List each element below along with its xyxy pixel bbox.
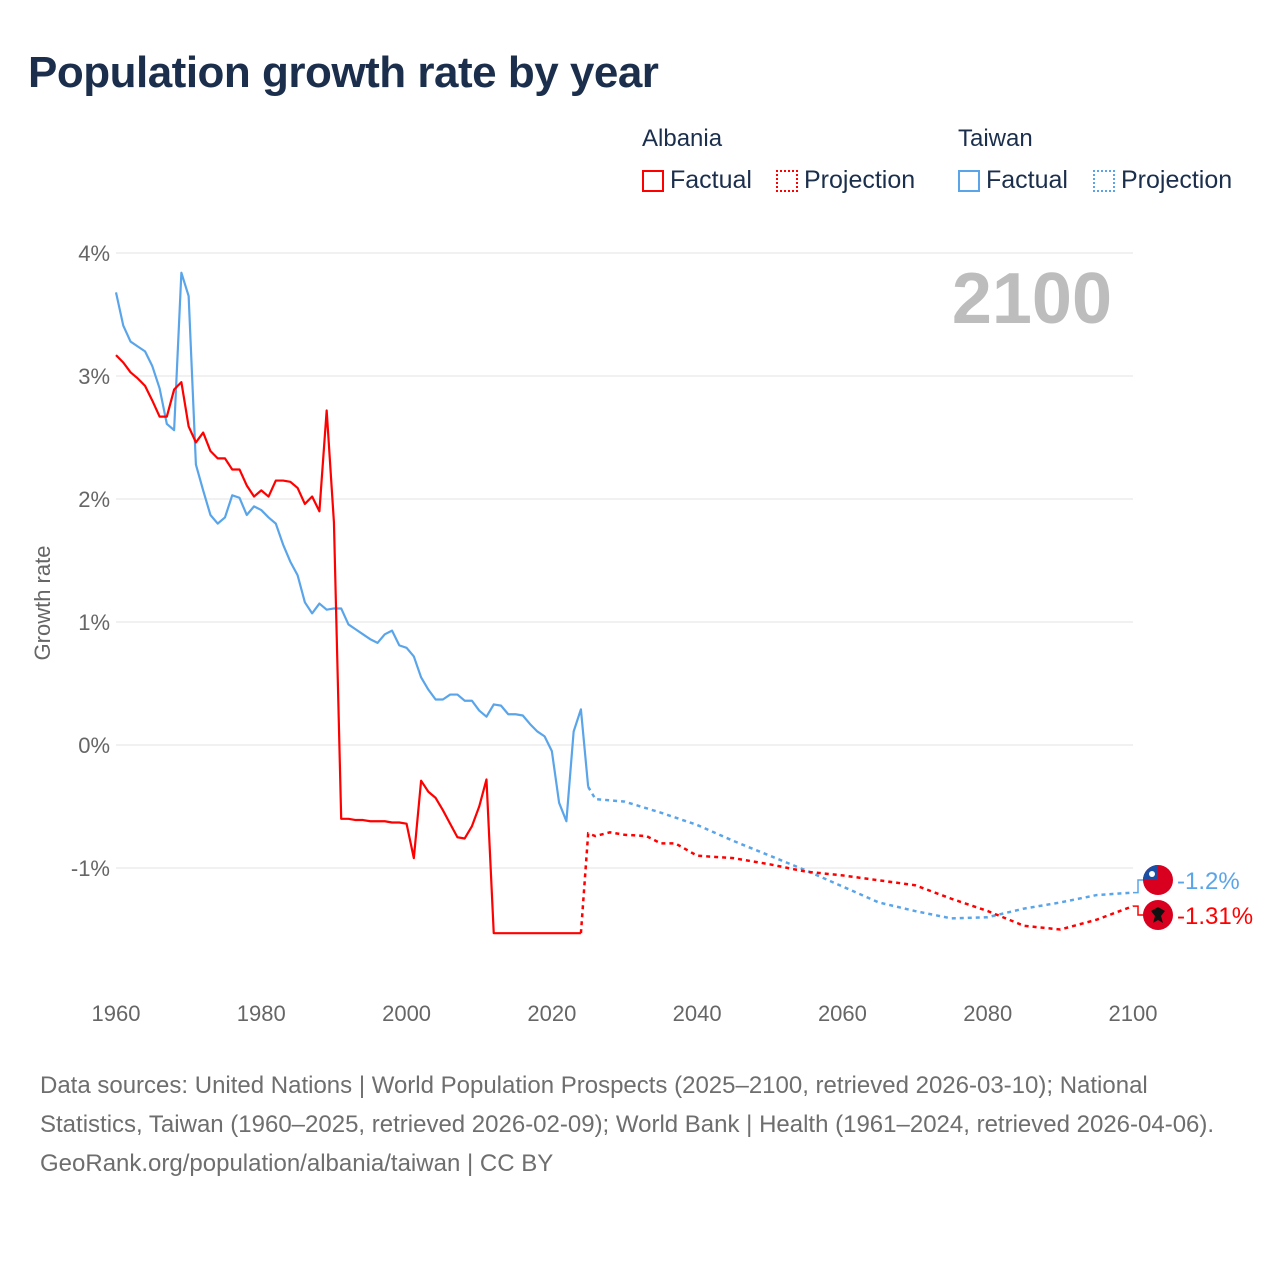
- credit-link[interactable]: GeoRank.org/population/albania/taiwan | …: [40, 1150, 554, 1177]
- page-title: Population growth rate by year: [28, 48, 659, 97]
- x-tick-label: 2100: [1109, 1001, 1158, 1026]
- legend-swatch-dotted: [776, 169, 798, 192]
- legend-swatch-solid: [958, 169, 980, 192]
- x-tick-label: 2080: [963, 1001, 1012, 1026]
- x-tick-label: 2040: [673, 1001, 722, 1026]
- legend-label: Factual: [670, 166, 752, 194]
- taiwan-factual-line: [114, 271, 590, 823]
- legend-taiwan-projection[interactable]: Projection: [1093, 166, 1232, 195]
- x-tick-label: 1980: [237, 1001, 286, 1026]
- legend-title-taiwan: Taiwan: [958, 125, 1033, 152]
- x-tick-label: 2000: [382, 1001, 431, 1026]
- y-axis-label: Growth rate: [30, 546, 55, 661]
- data-sources: Data sources: United Nations | World Pop…: [40, 1072, 1215, 1138]
- legend-albania-factual[interactable]: Factual: [642, 166, 752, 195]
- albania-label-connector: [1133, 905, 1145, 916]
- line-chart: 4% 3% 2% 1% 0% -1% 1960 1980 2000 2020 2040 2060 208…: [30, 241, 1253, 1026]
- legend-albania-projection[interactable]: Projection: [776, 166, 915, 195]
- y-tick-label: 2%: [78, 487, 110, 512]
- y-tick-label: -1%: [71, 856, 110, 881]
- y-tick-label: 4%: [78, 241, 110, 266]
- legend-taiwan-factual[interactable]: Factual: [958, 166, 1068, 195]
- albania-projection-line: [579, 831, 1134, 934]
- legend-label: Factual: [986, 166, 1068, 194]
- x-tick-label: 2060: [818, 1001, 867, 1026]
- y-tick-label: 1%: [78, 610, 110, 635]
- legend-swatch-solid: [642, 169, 664, 192]
- current-year-label: 2100: [952, 259, 1112, 339]
- legend-title-albania: Albania: [642, 125, 723, 152]
- footer: Data sources: United Nations | World Pop…: [40, 1066, 1250, 1183]
- y-tick-label: 3%: [78, 364, 110, 389]
- taiwan-projection-line: [587, 786, 1134, 920]
- legend-label: Projection: [1121, 166, 1233, 194]
- legend-label: Projection: [804, 166, 916, 194]
- albania-factual-line: [115, 354, 581, 935]
- x-tick-label: 1960: [92, 1001, 141, 1026]
- legend-swatch-dotted: [1093, 169, 1115, 192]
- taiwan-end-value-label: -1.2%: [1177, 868, 1240, 895]
- y-tick-label: 0%: [78, 733, 110, 758]
- taiwan-flag-sun: [1149, 871, 1155, 877]
- taiwan-label-connector: [1133, 879, 1145, 894]
- x-tick-label: 2020: [527, 1001, 576, 1026]
- albania-flag-eagle: [1151, 907, 1165, 923]
- albania-end-value-label: -1.31%: [1177, 903, 1253, 930]
